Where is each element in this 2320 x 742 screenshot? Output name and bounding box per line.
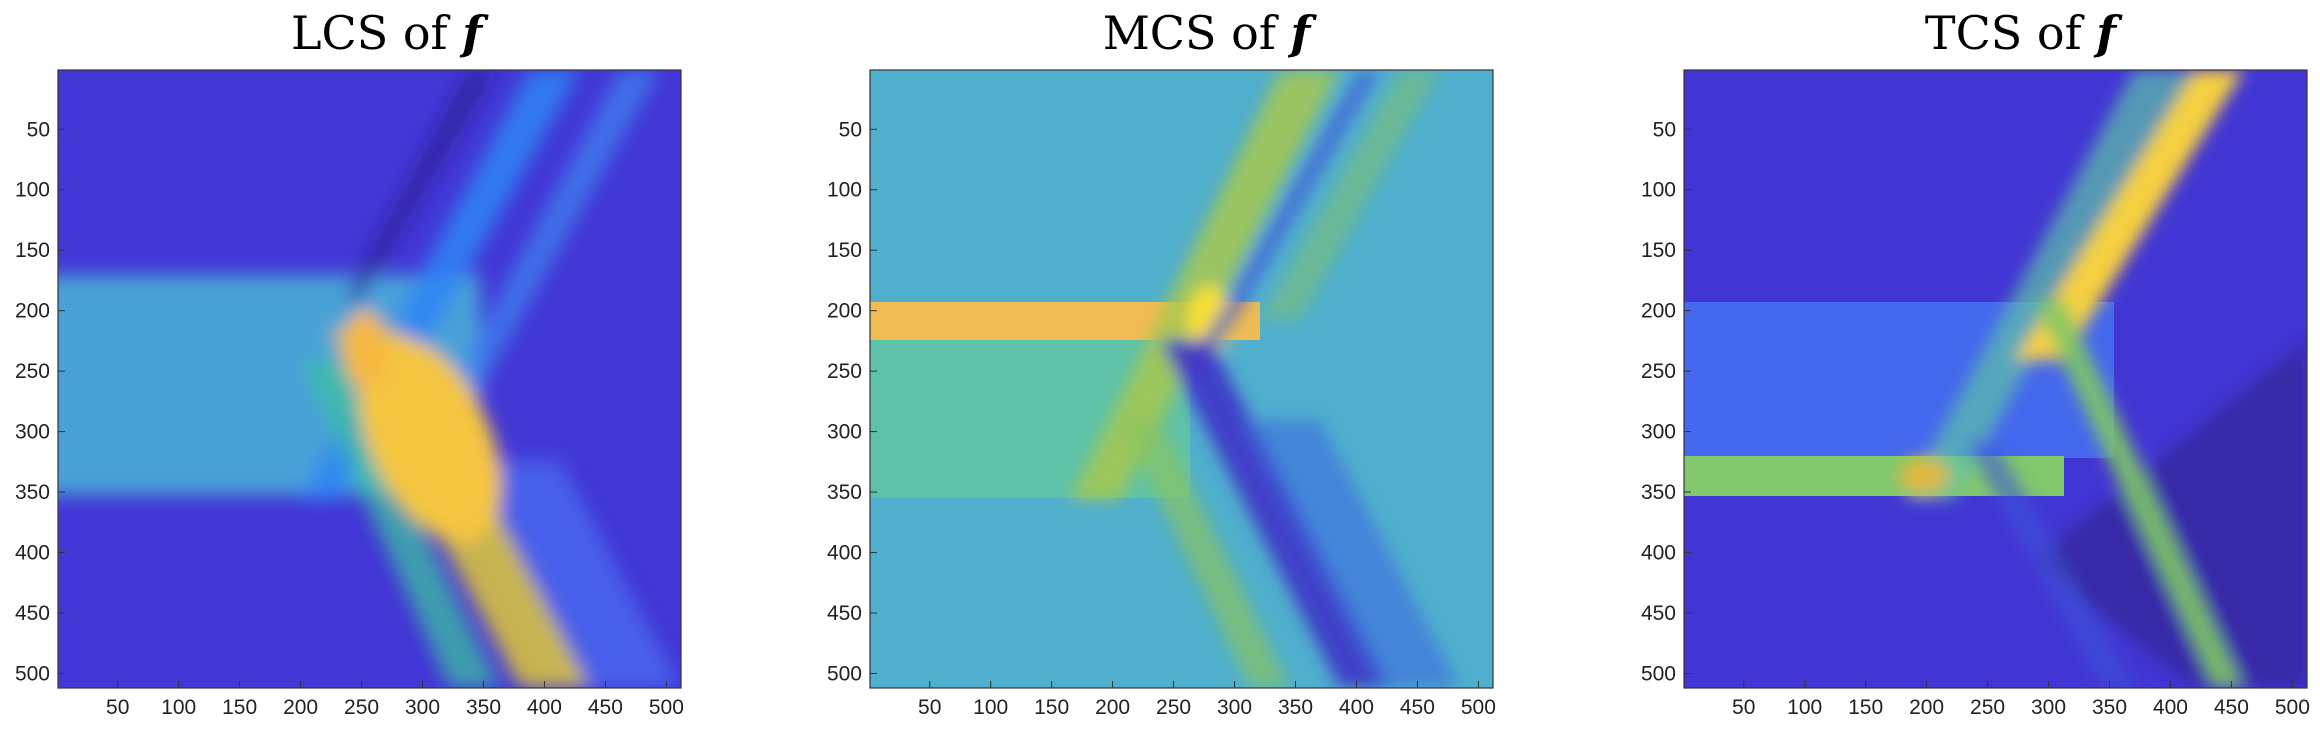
x-tick-label: 150 xyxy=(1034,696,1069,719)
x-tick-label: 50 xyxy=(918,696,941,719)
y-tick-label: 450 xyxy=(1641,602,1676,625)
x-tick-label: 450 xyxy=(588,696,623,719)
y-tick-label: 350 xyxy=(15,481,50,504)
x-tick-label: 400 xyxy=(1339,696,1374,719)
y-tick-label: 200 xyxy=(827,300,862,323)
x-tick-label: 250 xyxy=(344,696,379,719)
heatmap-region xyxy=(2034,300,2244,688)
heatmap-region xyxy=(2014,70,2244,360)
heatmap-region xyxy=(400,70,660,480)
axis-ticks: 50 100 150 200 250 300 350 400 450 500 50 100 150 200… xyxy=(827,118,1496,719)
heatmap-region xyxy=(440,460,681,688)
x-tick-label: 500 xyxy=(2275,696,2310,719)
y-tick-label: 100 xyxy=(15,179,50,202)
y-tick-label: 250 xyxy=(827,360,862,383)
y-tick-label: 200 xyxy=(15,300,50,323)
y-tick-label: 300 xyxy=(827,421,862,444)
x-tick-label: 350 xyxy=(466,696,501,719)
x-tick-label: 350 xyxy=(1278,696,1313,719)
y-tick-label: 150 xyxy=(827,239,862,262)
x-tick-label: 400 xyxy=(527,696,562,719)
y-tick-label: 350 xyxy=(1641,481,1676,504)
chart-title: MCS of f xyxy=(1102,6,1311,60)
y-tick-label: 400 xyxy=(827,542,862,565)
heatmap-region xyxy=(1240,420,1460,688)
heatmap-region xyxy=(1899,458,1949,494)
axis-ticks: 50 100 150 200 250 300 350 400 450 500 50 100 150 200… xyxy=(15,118,684,719)
x-tick-label: 50 xyxy=(1732,696,1755,719)
x-tick-label: 100 xyxy=(973,696,1008,719)
x-tick-label: 300 xyxy=(1217,696,1252,719)
heatmap-region xyxy=(1964,440,2134,688)
y-tick-label: 300 xyxy=(15,421,50,444)
heatmap-region xyxy=(343,310,387,390)
heatmap-region xyxy=(1070,70,1340,500)
y-tick-label: 50 xyxy=(1653,118,1676,141)
heatmap-region xyxy=(300,360,500,688)
y-tick-label: 200 xyxy=(1641,300,1676,323)
y-tick-label: 150 xyxy=(15,239,50,262)
y-tick-label: 400 xyxy=(15,542,50,565)
heatmap-region xyxy=(1260,70,1440,320)
y-tick-label: 500 xyxy=(15,662,50,685)
y-tick-label: 150 xyxy=(1641,239,1676,262)
lcs-heatmap: 50 100 150 200 250 300 350 400 450 500 50 100 150 200… xyxy=(15,69,684,719)
axes-frame xyxy=(869,69,1494,689)
y-tick-label: 500 xyxy=(827,662,862,685)
mcs-heatmap: 50 100 150 200 250 300 350 400 450 500 50 100 150 200… xyxy=(827,69,1496,719)
y-tick-label: 50 xyxy=(839,118,862,141)
panel-mcs: MCS of f 50 100 150 200 250 300 350 400 450 500 50… xyxy=(820,0,1593,742)
x-tick-label: 150 xyxy=(1848,696,1883,719)
x-tick-label: 400 xyxy=(2153,696,2188,719)
x-tick-label: 150 xyxy=(222,696,257,719)
x-tick-label: 50 xyxy=(106,696,129,719)
x-tick-label: 500 xyxy=(649,696,684,719)
panel-tcs: TCS of f 50 100 150 200 250 300 350 400 450 500 50… xyxy=(1634,0,2320,742)
axes-frame xyxy=(57,69,682,689)
tcs-heatmap: 50 100 150 200 250 300 350 400 450 500 50 100 150 200… xyxy=(1641,69,2310,719)
x-tick-label: 500 xyxy=(1461,696,1496,719)
x-tick-label: 100 xyxy=(1787,696,1822,719)
heatmap-region xyxy=(2034,340,2307,688)
x-tick-label: 250 xyxy=(1970,696,2005,719)
x-tick-label: 300 xyxy=(2031,696,2066,719)
chart-title: TCS of f xyxy=(1924,6,2117,60)
y-tick-label: 100 xyxy=(827,179,862,202)
heatmap-region xyxy=(358,337,502,543)
heatmap-region xyxy=(1904,70,2194,500)
x-tick-label: 200 xyxy=(283,696,318,719)
y-tick-label: 250 xyxy=(1641,360,1676,383)
y-tick-label: 350 xyxy=(827,481,862,504)
x-tick-label: 350 xyxy=(2092,696,2127,719)
y-tick-label: 450 xyxy=(15,602,50,625)
x-tick-label: 200 xyxy=(1095,696,1130,719)
y-tick-label: 100 xyxy=(1641,179,1676,202)
y-tick-label: 250 xyxy=(15,360,50,383)
heatmap-region xyxy=(345,70,495,300)
heatmap-region xyxy=(58,520,298,688)
heatmap-region xyxy=(1120,420,1290,688)
axes-frame xyxy=(1683,69,2308,689)
y-tick-label: 500 xyxy=(1641,662,1676,685)
y-tick-label: 50 xyxy=(27,118,50,141)
x-tick-label: 300 xyxy=(405,696,440,719)
chart-title: LCS of f xyxy=(290,6,483,60)
x-tick-label: 200 xyxy=(1909,696,1944,719)
y-tick-label: 400 xyxy=(1641,542,1676,565)
y-tick-label: 300 xyxy=(1641,421,1676,444)
x-tick-label: 100 xyxy=(161,696,196,719)
heatmap-region xyxy=(1160,340,1390,688)
x-tick-label: 250 xyxy=(1156,696,1191,719)
panel-lcs: LCS of f xyxy=(0,0,773,742)
y-tick-label: 450 xyxy=(827,602,862,625)
heatmap-region xyxy=(1180,70,1380,380)
axis-ticks: 50 100 150 200 250 300 350 400 450 500 50 100 150 200… xyxy=(1641,118,2310,719)
x-tick-label: 450 xyxy=(1400,696,1435,719)
x-tick-label: 450 xyxy=(2214,696,2249,719)
